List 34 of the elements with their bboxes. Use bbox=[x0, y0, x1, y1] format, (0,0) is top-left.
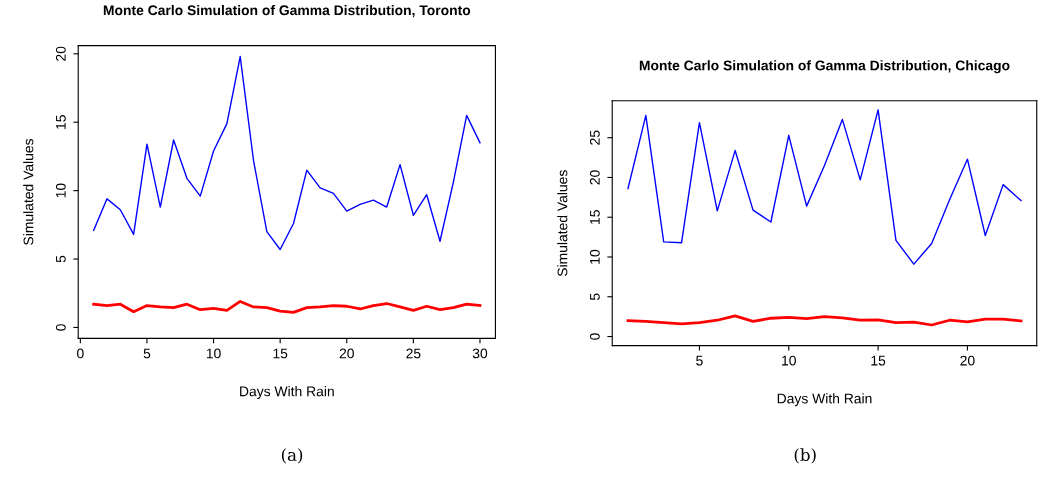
chart-title: Monte Carlo Simulation of Gamma Distribution, Chicago bbox=[639, 60, 1010, 74]
x-tick-label: 10 bbox=[206, 348, 221, 359]
x-tick-label: 15 bbox=[871, 355, 886, 366]
y-tick-label: 20 bbox=[589, 170, 600, 185]
y-tick-label: 20 bbox=[55, 46, 66, 61]
x-tick-label: 25 bbox=[406, 348, 421, 359]
line-series bbox=[92, 300, 482, 314]
y-tick-label: 0 bbox=[55, 324, 66, 331]
y-tick-label: 15 bbox=[590, 210, 600, 224]
y-tick-label: 15 bbox=[56, 115, 66, 129]
x-tick-label: 0 bbox=[77, 348, 84, 359]
y-tick-label: 5 bbox=[56, 255, 66, 263]
y-tick-label: 10 bbox=[55, 183, 66, 198]
x-axis-title: Days With Rain bbox=[777, 393, 872, 407]
y-axis-title: Simulated Values bbox=[23, 138, 34, 245]
x-tick-label: 20 bbox=[339, 348, 354, 359]
x-tick-label: 10 bbox=[782, 355, 796, 366]
line-series bbox=[627, 109, 1022, 265]
y-axis-title: Simulated Values bbox=[557, 170, 568, 277]
line-series bbox=[626, 314, 1023, 327]
x-tick-label: 30 bbox=[472, 348, 488, 359]
x-tick-label: 15 bbox=[273, 348, 288, 359]
y-tick-label: 25 bbox=[589, 130, 600, 145]
x-tick-label: 5 bbox=[143, 348, 151, 359]
text: (b) bbox=[794, 448, 816, 464]
line-series bbox=[92, 55, 481, 251]
text: (a) bbox=[281, 448, 303, 464]
y-tick-label: 0 bbox=[589, 333, 600, 340]
x-tick-label: 5 bbox=[696, 355, 703, 366]
x-axis-title: Days With Rain bbox=[240, 386, 334, 400]
y-tick-label: 5 bbox=[590, 293, 600, 301]
chart-title: Monte Carlo Simulation of Gamma Distribution, Toronto bbox=[103, 4, 471, 18]
y-tick-label: 10 bbox=[589, 249, 600, 264]
x-tick-label: 20 bbox=[960, 355, 975, 366]
